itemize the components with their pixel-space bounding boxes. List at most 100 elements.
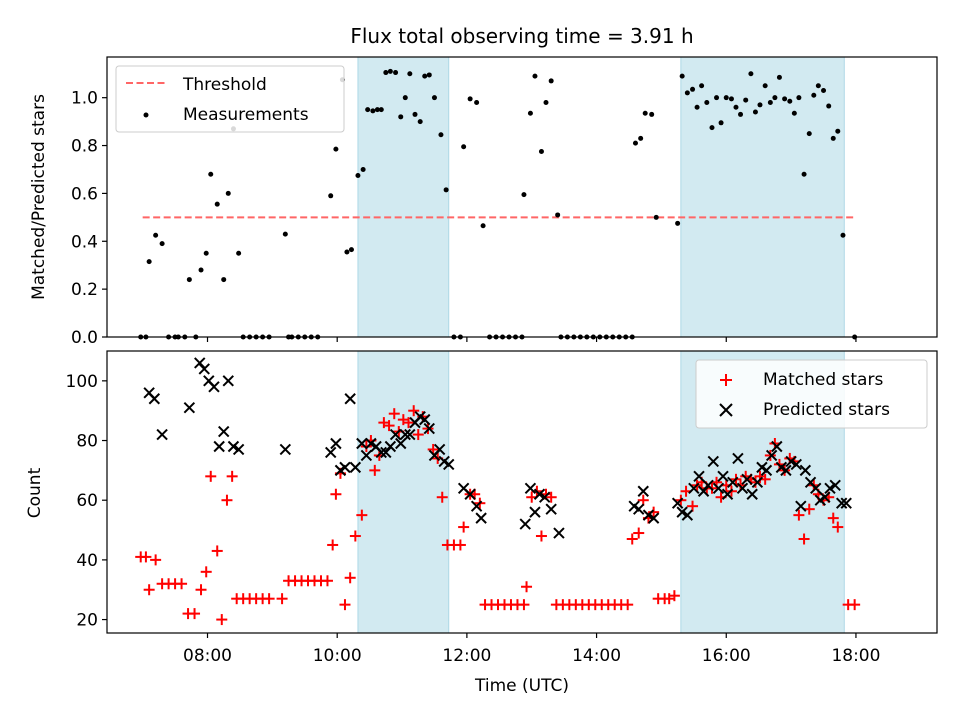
predicted-star-point <box>760 464 773 477</box>
predicted-star-point <box>681 509 694 521</box>
measurement-point <box>787 98 793 104</box>
y-tick-label: 0.0 <box>71 328 98 348</box>
predicted-star-point <box>732 452 744 465</box>
measurement-point <box>443 187 449 193</box>
measurement-point <box>365 107 371 113</box>
predicted-star-point <box>183 401 196 414</box>
measurement-point <box>762 83 768 89</box>
matched-star-point <box>622 599 634 611</box>
predicted-star-point <box>795 500 807 512</box>
predicted-star-point <box>375 446 387 459</box>
predicted-star-point <box>330 437 342 450</box>
measurement-point <box>782 96 788 102</box>
predicted-star-point <box>790 458 802 471</box>
measurement-point <box>438 132 444 138</box>
measurement-point <box>208 171 214 177</box>
matched-star-point <box>344 572 356 584</box>
measurement-point <box>402 95 408 101</box>
y-tick-label: 1.0 <box>71 89 98 109</box>
chart-title: Flux total observing time = 3.91 h <box>350 24 693 48</box>
predicted-star-point <box>553 527 565 539</box>
predicted-star-point <box>404 428 416 441</box>
measurement-point <box>733 104 739 110</box>
top-y-label: Matched/Predicted stars <box>29 94 49 300</box>
x-tick-label: 18:00 <box>831 646 880 666</box>
threshold-legend-label: Threshold <box>182 75 267 95</box>
predicted-star-point <box>380 446 392 459</box>
matched-star-point <box>412 429 424 441</box>
matched-star-point <box>263 593 275 605</box>
y-tick-label: 0.8 <box>71 137 98 157</box>
predicted-star-point <box>464 488 476 500</box>
matched-star-point <box>143 584 155 596</box>
predicted-star-point <box>840 497 852 509</box>
measurement-point <box>236 250 242 256</box>
measurement-point <box>806 131 812 137</box>
predicted-star-point <box>824 482 836 494</box>
measurement-point <box>378 107 384 113</box>
measurement-point <box>422 73 428 79</box>
predicted-star-point <box>707 455 719 468</box>
measurement-point <box>521 192 527 198</box>
bottom-legend-box <box>695 359 928 429</box>
bottom-x-axis: 08:00 10:00 12:00 14:00 16:00 18:00 <box>183 633 880 666</box>
predicted-star-point <box>717 470 729 483</box>
predicted-star-point <box>835 497 848 509</box>
measurement-point <box>186 277 192 283</box>
measurement-point <box>480 223 486 229</box>
predicted-star-point <box>222 375 234 387</box>
bottom-y-label: Count <box>25 467 45 518</box>
predicted-star-point <box>399 428 411 441</box>
matched-star-point <box>195 584 207 596</box>
measurement-point <box>690 86 696 92</box>
matched-star-point <box>226 470 238 482</box>
measurement-point <box>417 119 423 125</box>
x-tick-label: 16:00 <box>702 646 751 666</box>
measurement-point <box>699 83 705 89</box>
measurement-point <box>767 99 773 105</box>
predicted-star-point <box>232 443 245 456</box>
matched-star-point <box>330 488 342 500</box>
predicted-legend-label: Predicted stars <box>763 400 890 420</box>
predicted-star-point <box>344 393 356 405</box>
matched-star-point <box>849 599 861 611</box>
measurement-point <box>632 140 638 146</box>
matched-star-point <box>749 476 761 488</box>
measurement-point <box>776 74 782 80</box>
matched-star-point <box>150 554 162 566</box>
predicted-star-point <box>395 437 407 450</box>
predicted-star-point <box>538 491 551 503</box>
matched-star-point <box>803 503 815 515</box>
measurement-point <box>723 95 729 101</box>
x-tick-label: 12:00 <box>442 646 491 666</box>
measurement-point <box>387 68 393 74</box>
measurement-point <box>355 172 361 178</box>
matched-star-point <box>221 494 233 506</box>
predicted-star-point <box>356 437 368 450</box>
matched-legend-swatch <box>720 374 732 386</box>
measurement-point <box>728 96 734 102</box>
predicted-star-point <box>712 482 725 494</box>
predicted-star-point <box>423 422 435 435</box>
matched-star-point <box>454 539 466 551</box>
measurement-point <box>527 110 533 116</box>
x-tick-label: 10:00 <box>313 646 362 666</box>
top-y-axis: 0.0 0.2 0.4 0.6 0.8 1.0 <box>71 89 107 348</box>
predicted-star-point <box>339 461 351 474</box>
predicted-star-point <box>389 428 402 441</box>
predicted-star-point <box>741 473 753 486</box>
measurement-point <box>538 149 544 155</box>
predicted-star-point <box>721 488 734 500</box>
top-panel: 0.0 0.2 0.4 0.6 0.8 1.0 Matched/Predicted sta… <box>29 56 938 348</box>
shaded-interval <box>680 56 845 338</box>
measurement-point <box>374 107 380 113</box>
predicted-star-point <box>697 485 710 497</box>
matched-star-point <box>216 614 228 626</box>
predicted-star-point <box>365 437 377 450</box>
measurement-point <box>146 259 152 265</box>
y-tick-label: 100 <box>66 372 98 392</box>
measurement-point <box>398 114 404 120</box>
measurement-point <box>159 241 165 247</box>
y-tick-label: 40 <box>76 551 98 571</box>
y-tick-label: 60 <box>76 491 98 511</box>
